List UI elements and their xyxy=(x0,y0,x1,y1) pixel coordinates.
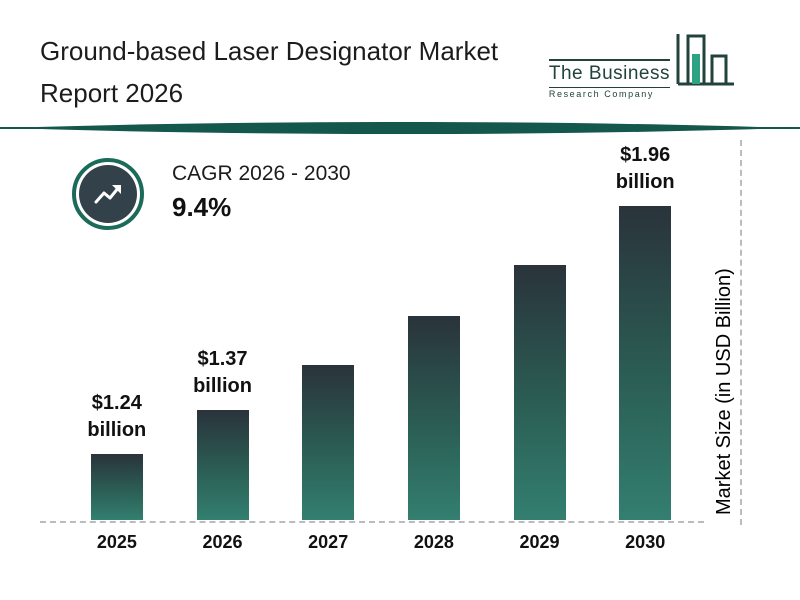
cagr-badge: CAGR 2026 - 2030 9.4% xyxy=(72,158,351,230)
cagr-label: CAGR 2026 - 2030 xyxy=(172,162,351,185)
bar-2029 xyxy=(513,265,566,520)
bar-group-2028 xyxy=(381,316,487,520)
bar-value-label-2026: $1.37 billion xyxy=(193,348,252,397)
cagr-text-block: CAGR 2026 - 2030 9.4% xyxy=(172,158,351,223)
x-axis-baseline xyxy=(40,521,704,523)
page-title: Ground-based Laser Designator Market Rep… xyxy=(40,30,560,114)
cagr-circle xyxy=(72,158,144,230)
x-axis-label-2028: 2028 xyxy=(413,532,454,552)
bar-chart-logo-icon xyxy=(676,32,748,99)
bar-2030 xyxy=(619,206,672,520)
x-axis-label-2025: 2025 xyxy=(96,532,137,552)
divider-ornament xyxy=(0,120,800,136)
y-axis-label: Market Size (in USD Billion) xyxy=(713,268,735,515)
right-dashed-axis xyxy=(740,140,742,525)
bar-2025 xyxy=(90,454,143,520)
bar-2026 xyxy=(196,410,249,520)
logo-name: The Business xyxy=(548,63,670,84)
x-axis-label-2029: 2029 xyxy=(519,532,560,552)
company-logo-text: The Business Research Company xyxy=(548,59,670,99)
bar-group-2025: $1.24 billion xyxy=(64,390,170,520)
trend-arrow-icon xyxy=(79,165,137,223)
bar-group-2027 xyxy=(275,365,381,520)
x-axis-labels: 2025 2026 2027 2028 2029 2030 xyxy=(64,532,698,553)
page-title-line1: Ground-based Laser Designator Market xyxy=(40,36,499,66)
cagr-value: 9.4% xyxy=(172,192,232,222)
bar-value-label-2025: $1.24 billion xyxy=(87,392,147,441)
bar-chart: $1.24 billion $1.37 billion $1.96 billion xyxy=(64,140,698,520)
bar-2028 xyxy=(407,316,460,520)
x-axis-label-2026: 2026 xyxy=(202,532,243,552)
page-title-line2: Report 2026 xyxy=(40,78,184,108)
company-logo: The Business Research Company xyxy=(548,32,748,99)
logo-subtitle: Research Company xyxy=(548,87,670,99)
x-axis-label-2030: 2030 xyxy=(625,532,666,552)
bar-group-2026: $1.37 billion xyxy=(170,346,276,520)
bar-group-2030: $1.96 billion xyxy=(592,142,698,520)
bar-value-label-2030: $1.96 billion xyxy=(615,144,675,193)
bar-2027 xyxy=(302,365,355,520)
bar-group-2029 xyxy=(487,265,593,520)
x-axis-label-2027: 2027 xyxy=(308,532,349,552)
